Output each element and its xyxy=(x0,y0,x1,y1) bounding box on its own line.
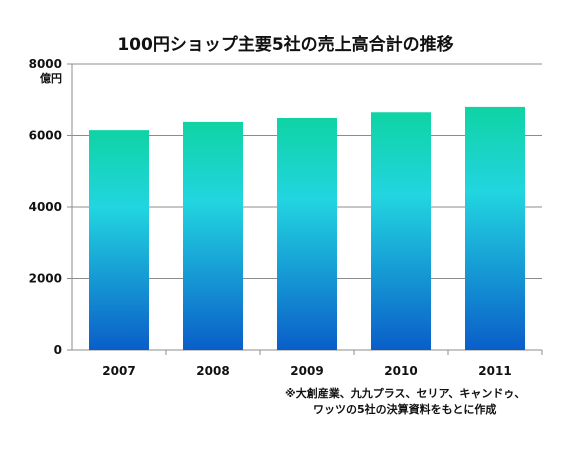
x-tick-label-2011: 2011 xyxy=(478,364,511,378)
x-tick-label-2007: 2007 xyxy=(102,364,135,378)
source-annotation: ※大創産業、九九プラス、セリア、キャンドゥ、 ワッツの5社の決算資料をもとに作成 xyxy=(285,386,565,418)
source-annotation-line-2: ワッツの5社の決算資料をもとに作成 xyxy=(313,403,497,416)
y-tick-label-2000: 2000 xyxy=(29,272,62,286)
bar-2007 xyxy=(89,130,149,350)
y-tick-label-6000: 6000 xyxy=(29,129,62,143)
chart-title: 100円ショップ主要5社の売上高合計の推移 xyxy=(117,35,454,55)
bar-2008 xyxy=(183,121,243,350)
bar-2011 xyxy=(465,106,525,351)
x-tick-label-2010: 2010 xyxy=(384,364,417,378)
y-axis-unit-label: 億円 xyxy=(40,71,62,85)
bar-2009 xyxy=(277,117,337,350)
y-tick-label-4000: 4000 xyxy=(29,200,62,214)
y-tick-label-0: 0 xyxy=(54,343,62,357)
x-tick-label-2009: 2009 xyxy=(290,364,323,378)
y-tick-label-8000: 8000 xyxy=(29,57,62,71)
source-annotation-line-1: ※大創産業、九九プラス、セリア、キャンドゥ、 xyxy=(285,387,526,400)
bars xyxy=(89,106,525,351)
bar-2010 xyxy=(371,112,431,350)
x-tick-label-2008: 2008 xyxy=(196,364,229,378)
